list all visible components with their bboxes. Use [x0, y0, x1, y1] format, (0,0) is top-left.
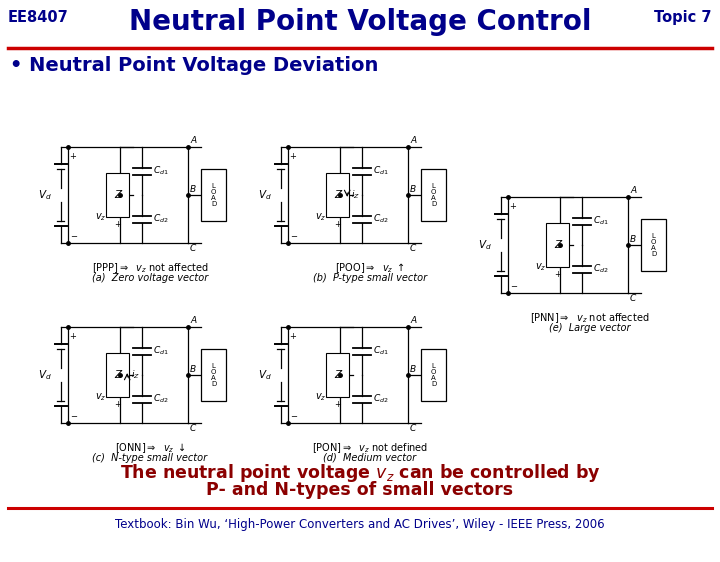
Text: B: B [410, 365, 416, 374]
Text: −: − [510, 282, 517, 291]
Text: Neutral Point Voltage Control: Neutral Point Voltage Control [129, 8, 591, 36]
Text: A: A [630, 186, 636, 195]
Text: +: + [334, 220, 341, 229]
Text: L
O
A
D: L O A D [431, 183, 436, 207]
Text: (c)  N-type small vector: (c) N-type small vector [92, 453, 207, 463]
Text: B: B [630, 235, 636, 244]
Text: $C_{d2}$: $C_{d2}$ [593, 263, 609, 275]
Text: $V_d$: $V_d$ [258, 368, 271, 382]
Text: −: − [290, 232, 297, 241]
Text: B: B [190, 365, 196, 374]
Text: $C_{d2}$: $C_{d2}$ [153, 213, 169, 225]
Text: −: − [71, 412, 77, 421]
Bar [326, 353, 349, 397]
Text: $V_d$: $V_d$ [38, 368, 52, 382]
Text: (a)  Zero voltage vector: (a) Zero voltage vector [92, 273, 208, 283]
Text: $i_Z$: $i_Z$ [351, 189, 360, 201]
Text: EE8407: EE8407 [8, 10, 68, 25]
Bar [642, 219, 666, 271]
Text: $C_{d2}$: $C_{d2}$ [374, 393, 389, 405]
Text: C: C [630, 294, 636, 303]
Text: Z: Z [334, 370, 341, 380]
Text: (b)  P-type small vector: (b) P-type small vector [313, 273, 427, 283]
Text: $V_d$: $V_d$ [38, 188, 52, 202]
Text: Z: Z [114, 190, 121, 200]
Text: B: B [410, 185, 416, 194]
Bar [107, 353, 129, 397]
Text: C: C [190, 424, 197, 433]
Text: $C_{d1}$: $C_{d1}$ [593, 215, 609, 227]
Text: L
O
A
D: L O A D [431, 364, 436, 387]
Text: A: A [190, 316, 196, 325]
Text: [POO]$\Rightarrow$  $v_z$ $\uparrow$: [POO]$\Rightarrow$ $v_z$ $\uparrow$ [335, 261, 405, 275]
Text: $C_{d1}$: $C_{d1}$ [153, 165, 169, 177]
Text: C: C [190, 244, 197, 253]
Text: (d)  Medium vector: (d) Medium vector [323, 453, 417, 463]
Text: $C_{d2}$: $C_{d2}$ [374, 213, 389, 225]
Text: $i_Z$: $i_Z$ [131, 369, 140, 381]
Text: Topic 7: Topic 7 [654, 10, 712, 25]
Bar [326, 174, 349, 216]
Text: [PNN]$\Rightarrow$  $v_z$ not affected: [PNN]$\Rightarrow$ $v_z$ not affected [531, 311, 649, 325]
Text: +: + [509, 202, 516, 211]
Text: L
O
A
D: L O A D [211, 364, 216, 387]
Text: Z: Z [114, 370, 121, 380]
Text: C: C [410, 424, 416, 433]
Text: [PON]$\Rightarrow$  $v_z$ not defined: [PON]$\Rightarrow$ $v_z$ not defined [312, 441, 428, 455]
Text: $v_z$: $v_z$ [315, 211, 326, 223]
Text: +: + [68, 332, 76, 341]
Text: $C_{d1}$: $C_{d1}$ [374, 165, 390, 177]
Text: +: + [334, 400, 341, 409]
Text: −: − [290, 412, 297, 421]
Text: +: + [68, 152, 76, 161]
Text: $C_{d1}$: $C_{d1}$ [374, 345, 390, 357]
Text: +: + [114, 220, 121, 229]
Text: $C_{d1}$: $C_{d1}$ [153, 345, 169, 357]
Text: A: A [410, 316, 416, 325]
Text: $v_z$: $v_z$ [95, 211, 107, 223]
Bar [202, 348, 226, 401]
Text: +: + [289, 152, 296, 161]
Text: L
O
A
D: L O A D [651, 233, 657, 257]
Text: P- and N-types of small vectors: P- and N-types of small vectors [207, 481, 513, 499]
Text: +: + [554, 270, 561, 279]
Text: B: B [190, 185, 196, 194]
Text: −: − [71, 232, 77, 241]
Text: $v_z$: $v_z$ [95, 391, 107, 403]
Text: $V_d$: $V_d$ [258, 188, 271, 202]
Text: A: A [190, 136, 196, 145]
Text: L
O
A
D: L O A D [211, 183, 216, 207]
Text: Z: Z [554, 240, 562, 250]
Text: A: A [410, 136, 416, 145]
Bar [107, 174, 129, 216]
Text: Textbook: Bin Wu, ‘High-Power Converters and AC Drives’, Wiley - IEEE Press, 200: Textbook: Bin Wu, ‘High-Power Converters… [115, 518, 605, 531]
Text: $C_{d2}$: $C_{d2}$ [153, 393, 169, 405]
Text: • Neutral Point Voltage Deviation: • Neutral Point Voltage Deviation [10, 56, 379, 75]
Text: C: C [410, 244, 416, 253]
Text: [PPP]$\Rightarrow$  $v_z$ not affected: [PPP]$\Rightarrow$ $v_z$ not affected [91, 261, 208, 275]
Text: +: + [289, 332, 296, 341]
Text: +: + [114, 400, 121, 409]
Text: $v_z$: $v_z$ [315, 391, 326, 403]
Bar [202, 169, 226, 221]
Text: Z: Z [334, 190, 341, 200]
Text: $v_z$: $v_z$ [535, 261, 546, 273]
Text: (e)  Large vector: (e) Large vector [549, 323, 631, 333]
Bar [546, 224, 569, 266]
Bar [421, 169, 446, 221]
Text: The neutral point voltage $\mathit{v_z}$ can be controlled by: The neutral point voltage $\mathit{v_z}$… [120, 462, 600, 484]
Text: $V_d$: $V_d$ [478, 238, 492, 252]
Text: [ONN]$\Rightarrow$  $v_z$ $\downarrow$: [ONN]$\Rightarrow$ $v_z$ $\downarrow$ [114, 441, 186, 455]
Bar [421, 348, 446, 401]
